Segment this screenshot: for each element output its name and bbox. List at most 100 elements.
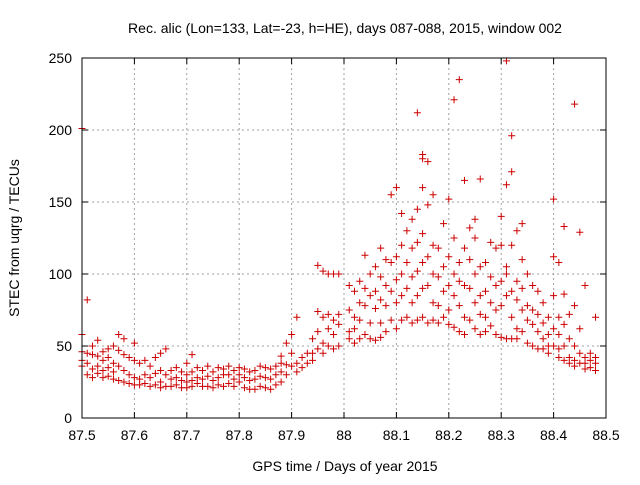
data-point — [251, 375, 259, 383]
data-point — [235, 378, 243, 386]
data-point — [193, 364, 201, 372]
data-point — [455, 258, 463, 266]
y-tick-label: 150 — [49, 194, 73, 210]
data-point — [120, 366, 128, 374]
data-point — [345, 328, 353, 336]
data-point — [487, 238, 495, 246]
data-point — [235, 371, 243, 379]
data-point — [209, 384, 217, 392]
data-point — [324, 342, 332, 350]
data-point — [235, 364, 243, 372]
data-point — [466, 256, 474, 264]
data-point — [350, 287, 358, 295]
data-point — [560, 356, 568, 364]
data-point — [492, 244, 500, 252]
data-point — [429, 191, 437, 199]
data-point — [272, 362, 280, 370]
data-point — [497, 277, 505, 285]
data-point — [267, 375, 275, 383]
data-point — [466, 284, 474, 292]
data-point — [586, 364, 594, 372]
data-point — [471, 299, 479, 307]
data-point — [88, 365, 96, 373]
data-point — [282, 339, 290, 347]
data-point — [109, 368, 117, 376]
data-point — [419, 313, 427, 321]
data-point — [586, 349, 594, 357]
data-point — [450, 270, 458, 278]
data-point — [109, 359, 117, 367]
chart-title: Rec. alic (Lon=133, Lat=-23, h=HE), days… — [128, 20, 562, 36]
x-tick-label: 87.5 — [68, 427, 95, 443]
data-point — [476, 310, 484, 318]
data-point — [267, 365, 275, 373]
data-point — [408, 244, 416, 252]
data-point — [571, 100, 579, 108]
data-point — [88, 351, 96, 359]
data-point — [261, 364, 269, 372]
data-point — [141, 379, 149, 387]
data-point — [277, 359, 285, 367]
data-point — [392, 325, 400, 333]
data-point — [261, 384, 269, 392]
data-point — [178, 377, 186, 385]
data-point — [413, 238, 421, 246]
x-axis-label: GPS time / Days of year 2015 — [252, 458, 437, 474]
data-point — [455, 76, 463, 84]
data-point — [434, 244, 442, 252]
data-point — [487, 299, 495, 307]
data-point — [392, 276, 400, 284]
data-point — [544, 313, 552, 321]
data-point — [560, 342, 568, 350]
data-point — [99, 348, 107, 356]
data-point — [345, 306, 353, 314]
data-point — [392, 253, 400, 261]
data-point — [277, 378, 285, 386]
data-point — [214, 374, 222, 382]
data-point — [497, 302, 505, 310]
data-point — [466, 224, 474, 232]
data-point — [130, 356, 138, 364]
data-point — [555, 258, 563, 266]
data-point — [314, 307, 322, 315]
data-point — [539, 319, 547, 327]
data-point — [240, 384, 248, 392]
data-point — [314, 328, 322, 336]
data-point — [288, 362, 296, 370]
data-point — [371, 336, 379, 344]
data-point — [466, 316, 474, 324]
data-point — [461, 176, 469, 184]
data-point — [398, 210, 406, 218]
data-point — [476, 292, 484, 300]
data-point — [476, 175, 484, 183]
data-point — [419, 284, 427, 292]
data-point — [120, 378, 128, 386]
data-point — [392, 299, 400, 307]
data-point — [450, 323, 458, 331]
data-point — [492, 330, 500, 338]
data-point — [497, 241, 505, 249]
data-point — [83, 371, 91, 379]
data-point — [330, 316, 338, 324]
data-point — [445, 282, 453, 290]
data-point — [518, 306, 526, 314]
data-point — [104, 354, 112, 362]
data-point — [377, 273, 385, 281]
data-point — [539, 299, 547, 307]
data-point — [387, 258, 395, 266]
data-point — [476, 330, 484, 338]
data-point — [256, 362, 264, 370]
data-point — [104, 345, 112, 353]
data-point — [335, 342, 343, 350]
data-point — [419, 258, 427, 266]
data-point — [408, 299, 416, 307]
y-tick-label: 250 — [49, 50, 73, 66]
data-point — [303, 359, 311, 367]
data-point — [523, 339, 531, 347]
data-point — [518, 256, 526, 264]
data-point — [429, 316, 437, 324]
x-tick-label: 88.2 — [435, 427, 462, 443]
data-point — [387, 316, 395, 324]
data-point — [282, 361, 290, 369]
data-point — [99, 366, 107, 374]
